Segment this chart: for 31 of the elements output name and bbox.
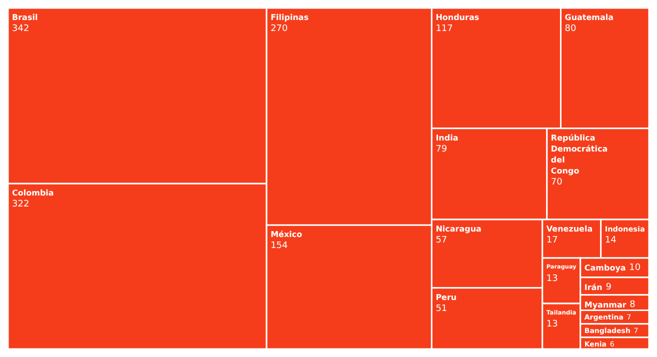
data-label: 51 <box>436 304 448 314</box>
data-label: 154 <box>270 241 288 252</box>
data-label: 17 <box>546 235 558 246</box>
category-label: República Democrática del Congo <box>550 133 608 176</box>
category-label: Brasil <box>12 13 38 22</box>
data-label: 9 <box>606 282 612 292</box>
category-label: Myanmar <box>584 300 626 310</box>
data-label: 270 <box>270 24 288 34</box>
data-label: 13 <box>546 320 558 330</box>
data-label: 79 <box>436 144 448 154</box>
category-label: Venezuela <box>546 224 593 234</box>
data-label: 8 <box>630 300 636 310</box>
data-label: 80 <box>564 24 576 34</box>
category-label: Peru <box>436 292 457 302</box>
category-label: Filipinas <box>270 13 309 22</box>
category-label: Colombia <box>12 188 54 198</box>
data-label: 14 <box>604 235 617 246</box>
category-label: Honduras <box>436 13 480 22</box>
category-label: Camboya <box>584 264 626 273</box>
category-label: Nicaragua <box>436 224 482 234</box>
category-label: México <box>270 230 303 240</box>
data-label: 342 <box>12 24 30 34</box>
data-label: 117 <box>436 24 453 34</box>
category-label: Irán <box>584 282 603 292</box>
category-label: India <box>436 133 458 142</box>
data-label: 322 <box>12 200 30 210</box>
data-label: 70 <box>550 177 563 188</box>
data-label: 10 <box>629 263 641 274</box>
category-label: Guatemala <box>564 13 614 22</box>
data-label: 57 <box>436 235 448 246</box>
data-label: 13 <box>546 274 558 284</box>
